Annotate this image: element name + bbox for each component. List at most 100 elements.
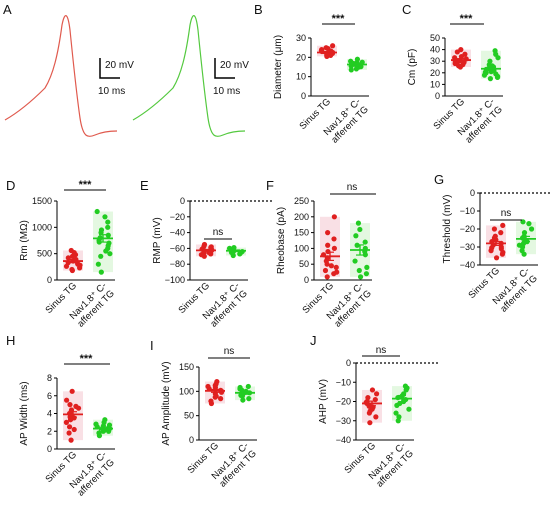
significance-label: ns [213,227,224,238]
significance-label: ns [347,182,358,193]
data-point [212,382,218,389]
y-tick-label: 50 [430,33,440,43]
y-tick-label: −10 [336,377,351,387]
data-point [521,230,528,236]
y-tick-label: 0 [435,91,440,101]
data-point [201,241,208,248]
data-point [492,233,498,239]
trace-sinus-tg [4,15,118,138]
data-point [357,226,363,233]
data-point [369,387,376,393]
y-tick-label: 0 [470,188,475,198]
data-point [363,271,370,277]
y-axis-label: RMP (mV) [152,217,163,263]
data-point [64,397,70,403]
data-point [94,208,100,215]
data-point [212,394,218,400]
scale-bar-voltage-label-2: 20 mV [220,60,249,71]
significance-label: *** [332,13,346,25]
y-tick-label: −30 [336,416,351,426]
y-tick-label: 2 [47,426,52,436]
y-tick-label: −100 [165,275,185,285]
data-point [373,414,379,420]
data-point [95,261,101,267]
data-point [516,242,523,248]
data-point [319,47,325,53]
y-tick-label: 1500 [32,196,52,206]
data-point [67,402,73,408]
y-tick-label: 20 [296,52,306,62]
data-point [364,264,370,270]
data-point [237,384,243,391]
y-tick-label: 150 [294,228,309,238]
data-point [240,397,246,403]
panel-label-F: F [266,178,274,193]
y-tick-label: −40 [460,260,475,270]
y-tick-label: 8 [47,373,52,383]
panel-label-G: G [434,172,444,187]
y-tick-label: 100 [179,386,194,396]
y-axis-label: Rm (MΩ) [19,220,30,261]
y-axis-label: Diameter (μm) [273,35,284,99]
data-point [96,430,102,436]
y-tick-label: 10 [296,72,306,82]
panel-label-I: I [150,338,154,353]
data-point [66,424,73,430]
data-point [353,233,359,239]
panel-label-J: J [310,333,317,348]
data-point [245,383,251,390]
data-point [487,76,493,82]
y-tick-label: 4 [47,409,52,419]
data-point [69,388,75,394]
data-point [73,403,79,409]
data-point [500,222,506,228]
y-tick-label: 50 [299,259,309,269]
y-tick-label: 0 [304,275,309,285]
data-point [348,67,354,73]
data-point [98,253,104,259]
data-point [98,269,104,275]
data-point [452,55,458,61]
y-tick-label: 100 [294,243,309,253]
data-point [325,46,331,52]
y-tick-label: −20 [460,224,475,234]
data-point [325,230,331,236]
data-point [330,43,336,49]
y-tick-label: 20 [430,68,440,78]
data-point [226,245,233,251]
data-point [528,226,535,232]
y-axis-label: Cm (pF) [407,49,418,86]
y-tick-label: 50 [184,411,194,421]
data-point [357,274,364,280]
data-point [105,232,111,238]
data-point [331,245,337,251]
y-axis-label: AP Width (ms) [19,381,30,445]
data-point [491,226,498,232]
significance-label: *** [80,353,94,365]
y-tick-label: 0 [346,358,351,368]
data-point [402,383,409,389]
data-point [325,242,331,248]
data-point [462,51,468,57]
panel-label-A: A [3,2,12,17]
data-point [406,406,412,412]
significance-label: ns [376,345,387,356]
y-tick-label: −40 [170,228,185,238]
data-point [105,219,111,225]
scale-bar-1 [99,58,120,79]
data-point [367,420,373,426]
data-point [494,74,501,81]
data-point [355,220,362,226]
scale-bar-2 [214,58,235,79]
y-tick-label: −20 [170,212,185,222]
data-point [106,422,113,428]
data-point [205,383,211,390]
data-point [526,221,532,227]
